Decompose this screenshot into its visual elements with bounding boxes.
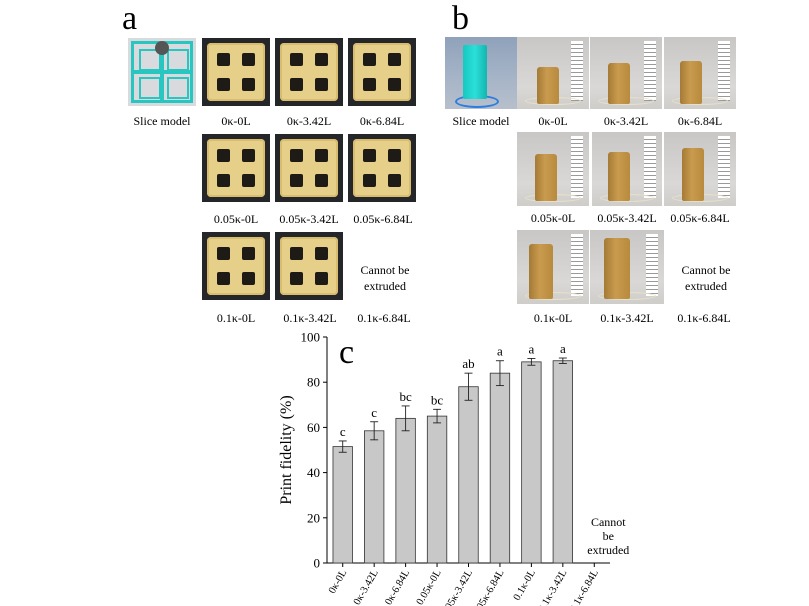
panel-a-lattice-0k-0l [202, 38, 270, 106]
significance-letter: a [528, 341, 534, 356]
panel-a-lattice-0.05k-3.42l [275, 134, 343, 202]
x-tick-label: 0.05κ-3.42L [440, 568, 476, 606]
panel-b-caption: 0.05κ-0L [530, 211, 576, 225]
panel-a-caption: 0κ-3.42L [286, 114, 332, 128]
panel-a-lattice-0.05k-0l [202, 134, 270, 202]
y-tick-label: 40 [307, 465, 320, 480]
panel-a-caption: 0.05κ-0L [213, 212, 259, 226]
significance-letter: a [560, 341, 566, 356]
panel-a-caption: 0.1κ-6.84L [357, 311, 411, 325]
significance-letter: c [371, 405, 377, 420]
x-tick-label: 0κ-0L [327, 568, 349, 596]
panel-a-lattice-0k-3.42l [275, 38, 343, 106]
panel-b-caption: 0.1κ-6.84L [677, 311, 731, 325]
panel-b-caption: 0.1κ-3.42L [600, 311, 654, 325]
significance-letter: ab [462, 356, 474, 371]
panel-a-caption: 0κ-0L [221, 114, 251, 128]
panel-b-cylinder-0.05k-0l [517, 132, 589, 206]
not-extruded-note: Cannot [591, 515, 626, 529]
panel-b-cylinder-0.1k-3.42l [590, 230, 664, 304]
bar [489, 372, 511, 564]
significance-letter: bc [399, 389, 412, 404]
bar [364, 430, 385, 564]
x-tick-label: 0.05κ-0L [415, 568, 444, 606]
x-tick-label: 0.05κ-6.84L [471, 568, 507, 606]
bar [458, 386, 479, 564]
panel-a-caption: 0.05κ-3.42L [279, 212, 339, 226]
significance-letter: bc [431, 392, 444, 407]
panel-a-slice-model-label: Slice model [133, 114, 191, 128]
significance-letter: a [497, 344, 503, 359]
panel-a-slice-model-image [128, 38, 196, 106]
panel-b-letter: b [452, 0, 469, 37]
y-tick-label: 80 [307, 375, 320, 390]
panel-a-letter: a [122, 0, 138, 37]
x-tick-label: 0κ-6.84L [383, 568, 412, 606]
bar [521, 361, 542, 564]
panel-b-caption: 0κ-0L [538, 114, 568, 128]
panel-a-caption: 0.1κ-0L [216, 311, 256, 325]
panel-a-not-extruded-note: Cannot be extruded [360, 263, 410, 293]
significance-letter: c [340, 424, 346, 439]
x-tick-label: 0.1κ-3.42L [537, 568, 570, 606]
y-tick-label: 60 [307, 420, 320, 435]
bar [552, 360, 573, 564]
panel-c-letter: c [339, 334, 355, 371]
y-tick-label: 0 [314, 556, 321, 571]
panel-a-lattice-0.1k-0l [202, 232, 270, 300]
panel-b-cylinder-0.05k-3.42l [592, 132, 662, 206]
bar [332, 446, 353, 564]
panel-b-caption: 0.1κ-0L [533, 311, 573, 325]
x-tick-label: 0.1κ-6.84L [568, 568, 601, 606]
panel-b-cylinder-0k-3.42l [590, 37, 662, 109]
panel-a-lattice-0.05k-6.84l [348, 134, 416, 202]
panel-b-caption: 0κ-6.84L [677, 114, 723, 128]
panel-a-lattice-0.1k-3.42l [275, 232, 343, 300]
bar [395, 417, 416, 564]
panel-b-caption: 0.05κ-3.42L [597, 211, 657, 225]
panel-b-not-extruded-note: Cannot be extruded [681, 263, 731, 293]
panel-b-cylinder-0k-0l [517, 37, 589, 109]
panel-b-slice-model-image [445, 37, 517, 109]
y-axis-label: Print fidelity (%) [278, 395, 295, 504]
y-tick-label: 20 [307, 510, 320, 525]
panel-a-caption: 0.05κ-6.84L [353, 212, 413, 226]
x-tick-label: 0κ-3.42L [352, 568, 381, 606]
panel-a-caption: 0κ-6.84L [359, 114, 405, 128]
panel-b-caption: 0.05κ-6.84L [670, 211, 730, 225]
panel-b-slice-model-label: Slice model [452, 114, 510, 128]
panel-b-cylinder-0.1k-0l [517, 230, 589, 304]
panel-b-cylinder-0k-6.84l [664, 37, 736, 109]
x-tick-label: 0.1κ-0L [512, 568, 538, 603]
print-fidelity-bar-chart: 0 20 40 60 80 100 Print fidelity (%) 0κ-0L c 0κ-3… [278, 330, 629, 606]
panel-a-lattice-0k-6.84l [348, 38, 416, 106]
y-tick-label: 100 [301, 330, 321, 345]
not-extruded-note: be [603, 529, 614, 543]
panel-b-cylinder-0.05k-6.84l [664, 132, 736, 206]
bar [426, 415, 448, 564]
not-extruded-note: extruded [587, 543, 629, 557]
panel-b-caption: 0κ-3.42L [603, 114, 649, 128]
panel-a-caption: 0.1κ-3.42L [283, 311, 337, 325]
